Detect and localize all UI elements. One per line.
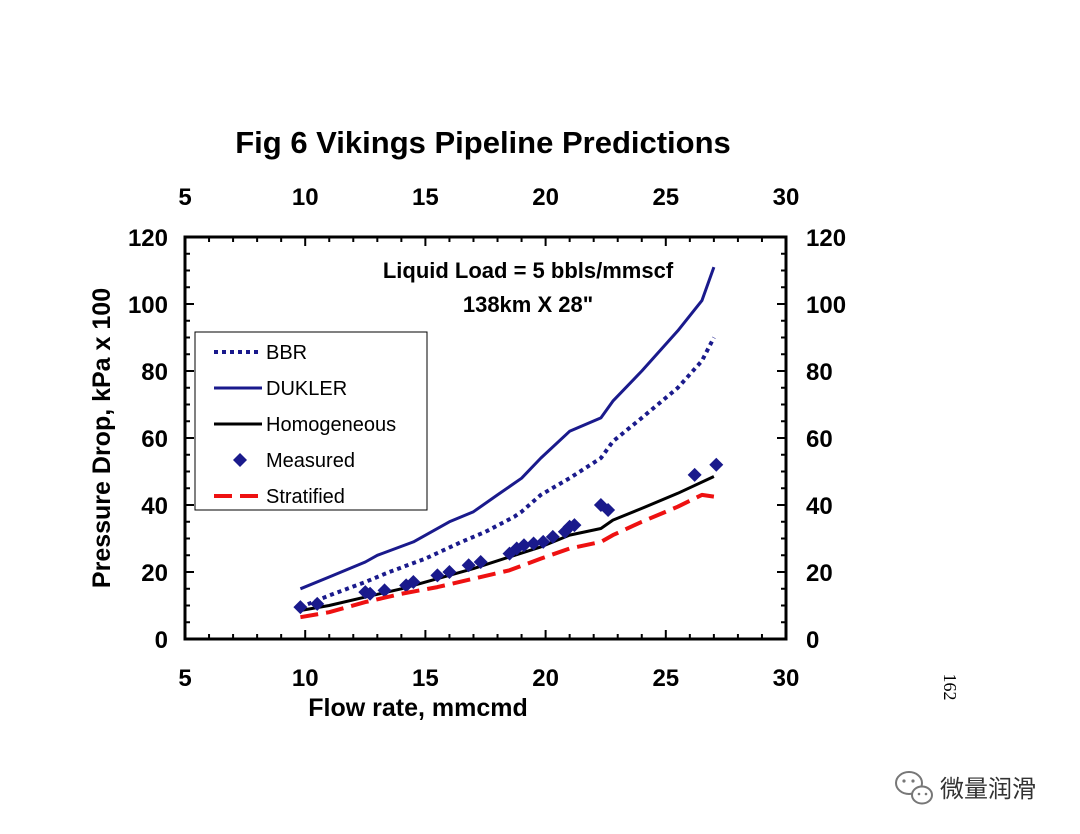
left-y-ticks: 0 20 40 60 80 100 120 (128, 225, 168, 654)
x-tick-label-top: 15 (412, 184, 439, 211)
annotation-pipeline-size: 138km X 28" (463, 292, 593, 317)
legend: BBR DUKLER Homogeneous Measured Stratified (194, 331, 428, 511)
x-tick-label-bottom: 15 (412, 665, 439, 692)
plot-frame (183, 235, 788, 641)
legend-label-dukler: DUKLER (266, 378, 347, 400)
y-tick-label-left: 60 (141, 426, 168, 453)
watermark-text: 微量润滑 (940, 775, 1036, 803)
data-point-measured (442, 565, 457, 579)
data-point-measured (430, 568, 445, 583)
y-tick-label-left: 0 (155, 627, 168, 654)
data-point-measured (406, 575, 421, 590)
x-axis-title: Flow rate, mmcmd (308, 694, 528, 722)
x-tick-label-top: 30 (773, 184, 800, 211)
legend-label-bbr: BBR (266, 342, 307, 364)
watermark: 微量润滑 (895, 771, 1036, 805)
x-tick-label-bottom: 30 (773, 665, 800, 692)
legend-item-stratified: Stratified (214, 486, 345, 508)
x-tick-label-top: 20 (532, 184, 559, 211)
x-tick-label-bottom: 10 (292, 665, 319, 692)
line-bbr (299, 336, 716, 610)
data-point-measured (363, 586, 378, 601)
series-measured (293, 457, 724, 615)
wechat-icon (895, 771, 933, 805)
legend-item-bbr: BBR (214, 342, 307, 364)
legend-item-dukler: DUKLER (214, 378, 347, 400)
legend-label-homogeneous: Homogeneous (266, 414, 396, 436)
page-number: 162 (940, 674, 960, 701)
data-point-measured (567, 518, 582, 533)
x-tick-label-top: 25 (652, 184, 679, 211)
legend-box (194, 331, 428, 511)
y-tick-label-left: 20 (141, 560, 168, 587)
x-tick-label-bottom: 5 (178, 665, 191, 692)
bottom-x-ticks: 5 10 15 20 25 30 (178, 665, 799, 692)
y-tick-label-left: 120 (128, 225, 168, 252)
chart-title: Fig 6 Vikings Pipeline Predictions (235, 125, 731, 160)
y-axis-title: Pressure Drop, kPa x 100 (88, 288, 116, 588)
y-tick-label-right: 120 (806, 225, 846, 252)
x-tick-label-top: 5 (178, 184, 191, 211)
y-tick-label-left: 80 (141, 359, 168, 386)
legend-label-measured: Measured (266, 450, 355, 472)
y-tick-label-right: 20 (806, 560, 833, 587)
data-point-measured (516, 538, 531, 553)
legend-item-measured: Measured (233, 450, 355, 472)
line-dukler (299, 266, 716, 591)
series-dukler (299, 266, 716, 591)
data-point-measured (536, 534, 551, 549)
x-tick-label-bottom: 20 (532, 665, 559, 692)
series-layer (293, 266, 724, 620)
x-tick-label-bottom: 25 (652, 665, 679, 692)
data-point-measured (545, 529, 560, 544)
legend-item-homogeneous: Homogeneous (214, 414, 396, 436)
data-point-measured (526, 536, 541, 551)
data-point-measured (293, 600, 308, 615)
x-tick-label-top: 10 (292, 184, 319, 211)
annotation-liquid-load: Liquid Load = 5 bbls/mmscf (383, 258, 674, 283)
data-point-measured (709, 457, 724, 472)
series-bbr (299, 336, 716, 610)
y-tick-label-left: 100 (128, 292, 168, 319)
data-point-measured (473, 554, 488, 569)
y-tick-label-right: 100 (806, 292, 846, 319)
data-point-measured (310, 596, 325, 611)
data-point-measured (687, 467, 702, 482)
data-point-measured (377, 583, 392, 598)
y-tick-label-right: 60 (806, 426, 833, 453)
y-tick-label-right: 0 (806, 627, 819, 654)
y-tick-label-left: 40 (141, 493, 168, 520)
data-point-measured (461, 558, 476, 573)
y-tick-label-right: 40 (806, 493, 833, 520)
right-y-ticks: 0 20 40 60 80 100 120 (806, 225, 846, 654)
data-point-measured (601, 503, 616, 518)
legend-swatch-measured (233, 453, 247, 467)
legend-label-stratified: Stratified (266, 486, 345, 508)
y-tick-label-right: 80 (806, 359, 833, 386)
line-stratified (300, 492, 715, 620)
series-stratified (300, 492, 715, 620)
top-x-ticks: 5 10 15 20 25 30 (178, 184, 799, 211)
